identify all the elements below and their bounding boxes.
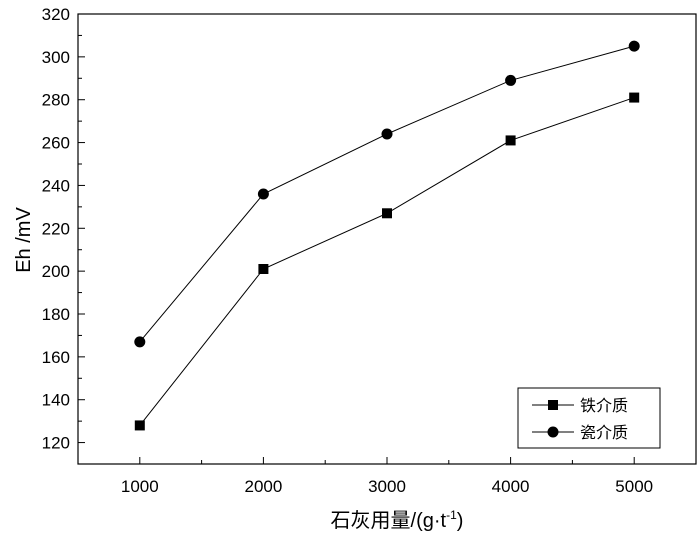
x-tick-label: 3000: [368, 477, 406, 496]
legend-marker-circle: [547, 426, 559, 438]
data-point-circle: [134, 336, 146, 348]
y-axis-title: Eh /mV: [13, 207, 35, 273]
data-point-circle: [628, 40, 640, 52]
y-tick-label: 240: [42, 176, 70, 195]
legend-label-1: 瓷介质: [580, 423, 628, 442]
y-tick-label: 260: [42, 134, 70, 153]
x-axis-title: 石灰用量/(g·t-1): [331, 508, 464, 532]
data-point-circle: [381, 128, 393, 140]
x-tick-label: 1000: [121, 477, 159, 496]
y-tick-label: 220: [42, 219, 70, 238]
legend-label-0: 铁介质: [580, 396, 628, 415]
legend-marker-square: [548, 400, 558, 410]
legend-box: [517, 387, 661, 449]
y-tick-label: 140: [42, 391, 70, 410]
y-tick-label: 120: [42, 434, 70, 453]
series-layer: [134, 40, 640, 431]
data-point-square: [382, 208, 392, 219]
legend: 铁介质 瓷介质: [517, 387, 661, 449]
y-tick-label: 300: [42, 48, 70, 67]
y-tick-label: 320: [42, 5, 70, 24]
y-tick-label: 160: [42, 348, 70, 367]
x-axis: 1000 2000 3000 4000 5000: [121, 457, 653, 496]
data-point-square: [258, 264, 269, 274]
data-point-circle: [505, 74, 517, 86]
x-tick-label: 5000: [615, 477, 653, 496]
series-line-0: [139, 97, 635, 426]
data-point-square: [134, 420, 145, 431]
data-point-square: [629, 92, 640, 103]
data-point-circle: [257, 188, 269, 200]
x-tick-label: 2000: [244, 477, 282, 496]
y-tick-label: 280: [42, 91, 70, 110]
y-tick-label: 180: [42, 305, 70, 324]
series-line-1: [139, 45, 635, 343]
y-tick-label: 200: [42, 262, 70, 281]
y-axis: 120 140 160 180 200 220 240 260 280 300 320: [42, 5, 85, 453]
data-point-square: [505, 135, 516, 146]
x-tick-label: 4000: [492, 477, 530, 496]
